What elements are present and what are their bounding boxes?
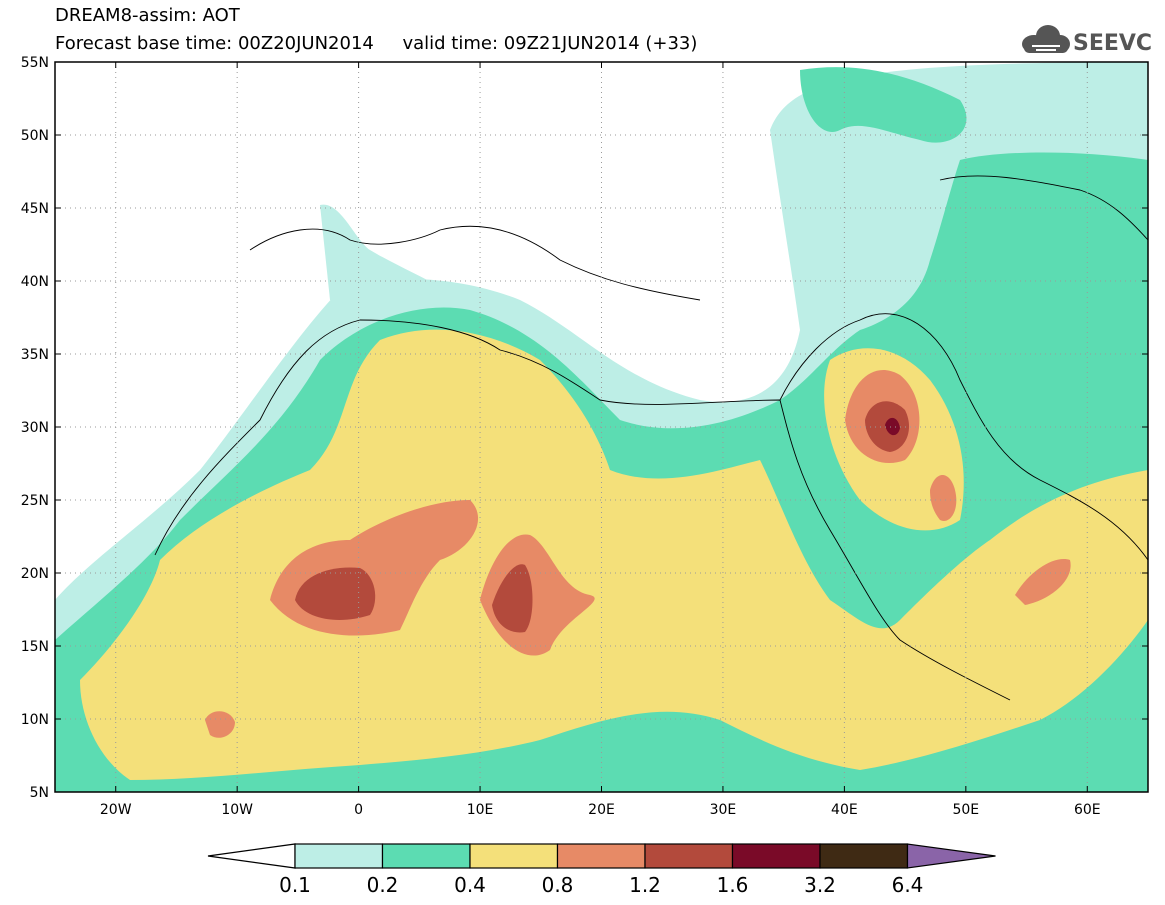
- lon-tick-label: 20E: [588, 802, 615, 818]
- longitude-ticks: 20W 10W 0 10E 20E 30E 40E 50E 60E: [100, 62, 1101, 818]
- aot-band-0.8-1.2-oman: [1015, 559, 1071, 605]
- colorbar-min-triangle: [207, 843, 296, 869]
- aot-map: 5N 10N 15N 20N 25N 30N 35N 40N 45N 50N 55N 20W 10W 0…: [21, 55, 1149, 818]
- colorbar-level-label: 0.4: [454, 873, 486, 897]
- colorbar-level-label: 0.8: [542, 873, 574, 897]
- colorbar-level-label: 0.2: [367, 873, 399, 897]
- lat-tick-label: 35N: [21, 347, 49, 363]
- aot-colorbar: 0.1 0.2 0.4 0.8 1.2 1.6 3.2 6.4: [207, 843, 996, 897]
- coastlines: [154, 175, 1148, 701]
- lon-tick-label: 30E: [710, 802, 737, 818]
- lon-tick-label: 20W: [100, 802, 132, 818]
- lat-tick-label: 55N: [21, 55, 49, 71]
- colorbar-box: [819, 843, 909, 869]
- colorbar-level-label: 6.4: [892, 873, 924, 897]
- aot-band-1.6-3.2-iraq: [885, 417, 900, 436]
- colorbar-box: [644, 843, 734, 869]
- lat-tick-label: 45N: [21, 201, 49, 217]
- lat-tick-label: 30N: [21, 420, 49, 436]
- logo-text: SEEVCCC: [1073, 31, 1153, 56]
- aot-band-0.8-1.2-saudi: [930, 475, 957, 521]
- grid-lines: [55, 62, 1148, 792]
- lat-tick-label: 25N: [21, 493, 49, 509]
- lon-tick-label: 10E: [467, 802, 494, 818]
- aot-band-0.1-0.2-iberia: [320, 204, 445, 305]
- lat-tick-label: 10N: [21, 712, 49, 728]
- seevccc-logo: SEEVCCC: [1022, 25, 1153, 56]
- colorbar-level-label: 0.1: [279, 873, 311, 897]
- latitude-ticks: 5N 10N 15N 20N 25N 30N 35N 40N 45N 50N 55N: [21, 55, 1148, 801]
- aot-band-0.8-1.2-guinea: [205, 711, 235, 738]
- map-title: DREAM8-assim: AOT: [55, 5, 240, 26]
- lat-tick-label: 15N: [21, 639, 49, 655]
- forecast-time-label: Forecast base time: 00Z20JUN2014 valid t…: [55, 33, 698, 54]
- lon-tick-label: 0: [354, 802, 363, 818]
- colorbar-box: [469, 843, 559, 869]
- aot-band-0.4-0.8: [80, 329, 1148, 780]
- colorbar-level-label: 1.2: [629, 873, 661, 897]
- lon-tick-label: 40E: [831, 802, 858, 818]
- cloud-icon: [1022, 25, 1070, 53]
- colorbar-level-label: 1.6: [717, 873, 749, 897]
- aot-band-1.2-1.6-west: [295, 567, 376, 620]
- lat-tick-label: 50N: [21, 128, 49, 144]
- lon-tick-label: 60E: [1074, 802, 1101, 818]
- lon-tick-label: 50E: [952, 802, 979, 818]
- colorbar-box: [381, 843, 471, 869]
- lat-tick-label: 20N: [21, 566, 49, 582]
- colorbar-box: [731, 843, 821, 869]
- colorbar-box: [294, 843, 384, 869]
- colorbar-box: [556, 843, 646, 869]
- aot-band-1.2-1.6-central: [492, 564, 533, 633]
- aot-band-0.2-0.4-north: [800, 67, 967, 143]
- lat-tick-label: 5N: [30, 785, 49, 801]
- colorbar-max-triangle: [906, 843, 996, 869]
- lat-tick-label: 40N: [21, 274, 49, 290]
- colorbar-level-label: 3.2: [804, 873, 836, 897]
- lon-tick-label: 10W: [221, 802, 253, 818]
